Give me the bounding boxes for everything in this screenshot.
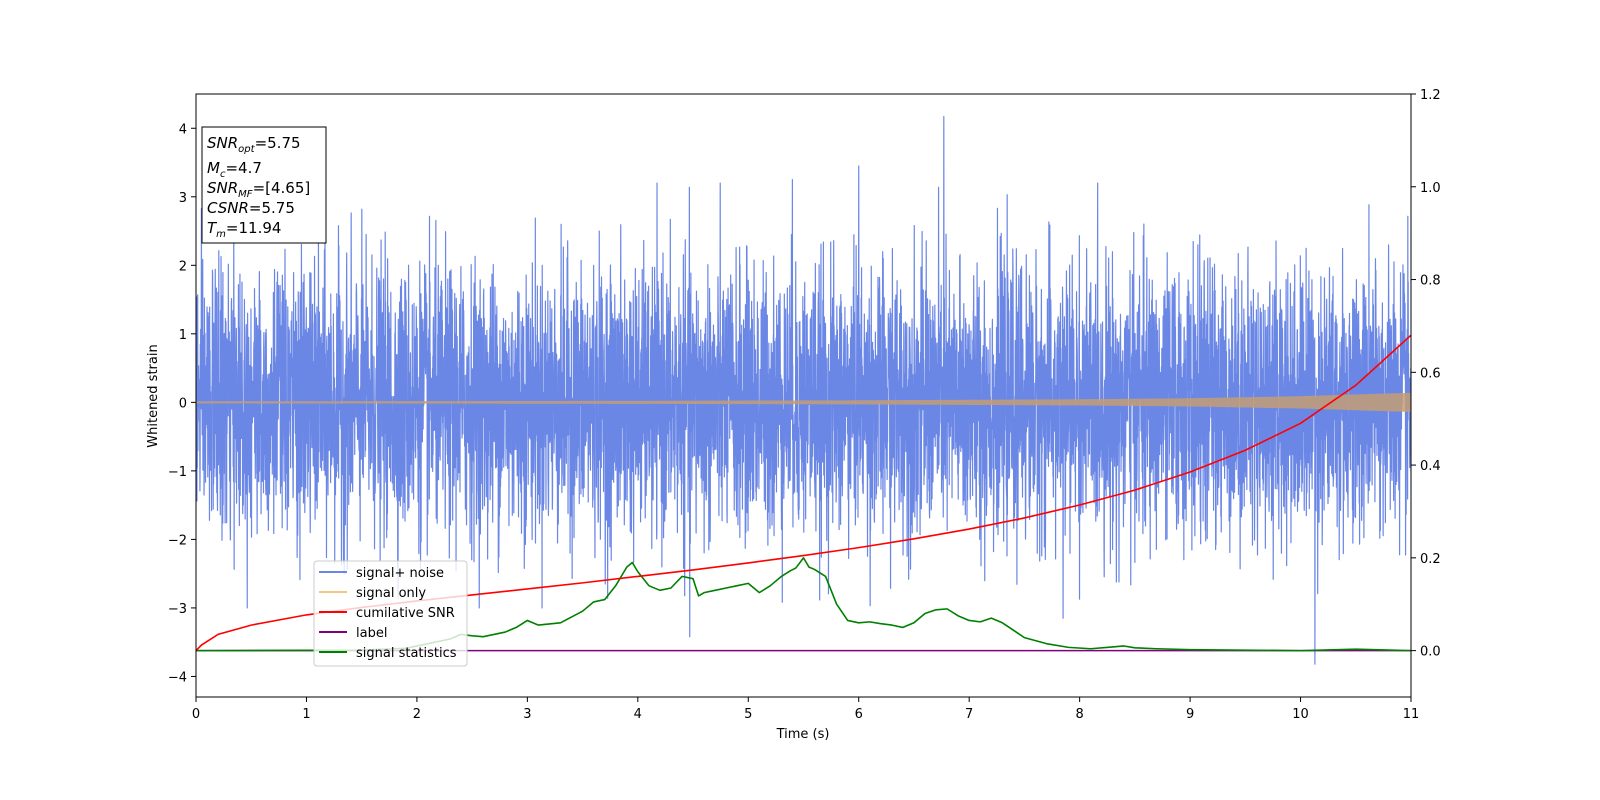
signal-only-band [196, 392, 1411, 412]
x-tick-label: 7 [965, 707, 973, 722]
annotation-tm: Tm=11.94 [207, 219, 281, 240]
legend-label-signal-noise: signal+ noise [356, 566, 444, 581]
y-tick-label: −3 [168, 602, 187, 617]
legend: signal+ noise signal only cumilative SNR… [313, 560, 468, 667]
x-tick-label: 3 [523, 707, 531, 722]
y-tick-label: 4 [179, 122, 187, 137]
legend-label-signal-statistics: signal statistics [356, 646, 457, 661]
x-axis: 0 1 2 3 4 5 6 7 8 9 10 11 [192, 697, 1419, 722]
y-tick-label: 2 [179, 259, 187, 274]
y-tick-label: 1 [179, 328, 187, 343]
y2-tick-label: 0.4 [1420, 459, 1441, 474]
cumilative-snr-line [196, 334, 1411, 652]
x-tick-label: 9 [1186, 707, 1194, 722]
legend-label-cumilative-snr: cumilative SNR [356, 606, 455, 621]
annotation-frame [201, 126, 327, 244]
annotation-mc: Mc=4.7 [207, 159, 262, 180]
y-axis-left: −4 −3 −2 −1 0 1 2 3 4 [168, 122, 196, 685]
y-axis-right: 0.0 0.2 0.4 0.6 0.8 1.0 1.2 [1411, 88, 1441, 660]
y-tick-label: −2 [168, 533, 187, 548]
y2-tick-label: 1.2 [1420, 88, 1441, 103]
signal-noise-line [196, 116, 1411, 665]
x-tick-label: 5 [744, 707, 752, 722]
y2-tick-label: 0.6 [1420, 366, 1441, 381]
y-tick-label: 0 [179, 396, 187, 411]
x-axis-label: Time (s) [776, 727, 830, 742]
y-tick-label: 3 [179, 191, 187, 206]
y2-tick-label: 0.0 [1420, 645, 1441, 660]
x-tick-label: 2 [413, 707, 421, 722]
y2-tick-label: 0.2 [1420, 552, 1441, 567]
x-tick-label: 10 [1292, 707, 1309, 722]
legend-frame [313, 560, 468, 667]
y-tick-label: −4 [168, 670, 187, 685]
legend-label-signal-only: signal only [356, 586, 426, 601]
x-tick-label: 1 [302, 707, 310, 722]
annotation-box: SNRopt=5.75 Mc=4.7 SNRMF=[4.65] CSNR=5.7… [201, 126, 327, 244]
legend-label-label: label [356, 626, 387, 641]
annotation-snr-opt: SNRopt=5.75 [207, 134, 301, 155]
x-tick-label: 11 [1403, 707, 1420, 722]
y2-tick-label: 1.0 [1420, 181, 1441, 196]
annotation-snr-mf: SNRMF=[4.65] [207, 179, 310, 200]
y2-tick-label: 0.8 [1420, 274, 1441, 289]
y-axis-label: Whitened strain [146, 344, 161, 447]
y-tick-label: −1 [168, 465, 187, 480]
plot-frame [195, 93, 1412, 698]
x-tick-label: 6 [855, 707, 863, 722]
x-tick-label: 8 [1075, 707, 1083, 722]
annotation-csnr: CSNR=5.75 [207, 199, 295, 217]
signal-statistics-line [196, 557, 1411, 652]
x-tick-label: 4 [634, 707, 642, 722]
x-tick-label: 0 [192, 707, 200, 722]
